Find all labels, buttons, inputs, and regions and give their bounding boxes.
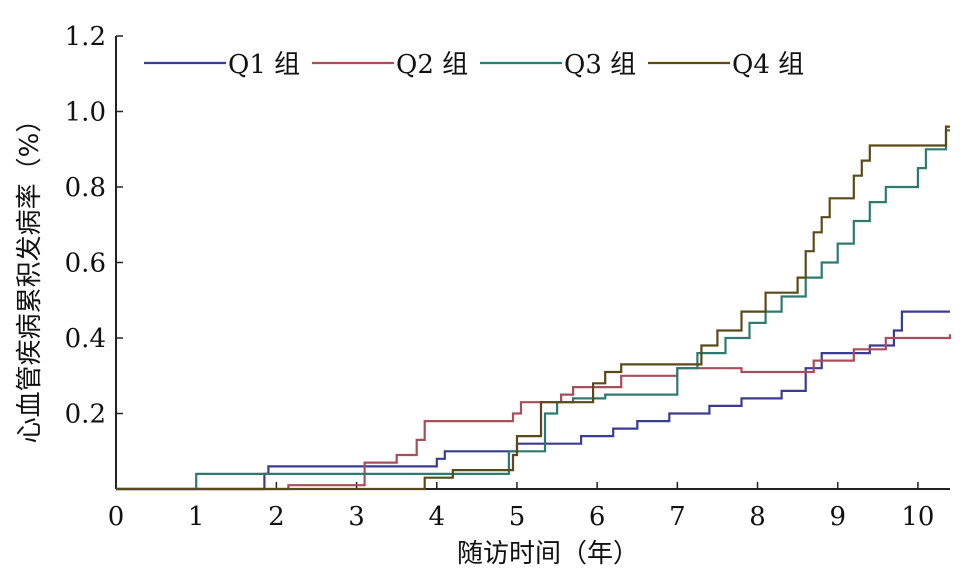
- legend-label-q2: Q2 组: [396, 50, 468, 80]
- x-tick-label: 8: [749, 502, 766, 532]
- y-tick-label: 1.0: [65, 98, 106, 128]
- x-axis-label: 随访时间（年）: [457, 539, 639, 569]
- x-tick-label: 1: [188, 502, 205, 532]
- y-tick-label: 0.4: [65, 324, 106, 354]
- legend-label-q1: Q1 组: [228, 50, 300, 80]
- x-tick-label: 6: [589, 502, 606, 532]
- x-tick-label: 9: [829, 502, 846, 532]
- series-layer: [116, 125, 952, 491]
- axes: 0 1 2 3 4 5 6 7 8 9 10 0.2 0.4 0.6 0.8 1.0 1.2: [65, 22, 950, 532]
- series-line-q1: [116, 310, 950, 491]
- legend-label-q3: Q3 组: [564, 50, 636, 80]
- x-tick-label: 10: [901, 502, 934, 532]
- x-tick-label: 3: [348, 502, 365, 532]
- x-tick-label: 7: [669, 502, 686, 532]
- x-tick-label: 0: [108, 502, 125, 532]
- series-line-q4: [116, 125, 950, 491]
- series-line-q3: [116, 129, 950, 491]
- y-tick-label: 0.8: [65, 173, 106, 203]
- legend-label-q4: Q4 组: [732, 50, 804, 80]
- legend: Q1 组 Q2 组 Q3 组 Q4 组: [144, 50, 804, 80]
- y-axis-label: 心血管疾病累积发病率（%）: [15, 107, 45, 444]
- y-tick-label: 0.2: [65, 400, 106, 430]
- y-tick-label: 1.2: [65, 22, 106, 52]
- x-tick-label: 2: [268, 502, 285, 532]
- series-line-q2: [116, 334, 952, 491]
- x-tick-label: 5: [509, 502, 526, 532]
- y-tick-label: 0.6: [65, 249, 106, 279]
- x-tick-label: 4: [428, 502, 445, 532]
